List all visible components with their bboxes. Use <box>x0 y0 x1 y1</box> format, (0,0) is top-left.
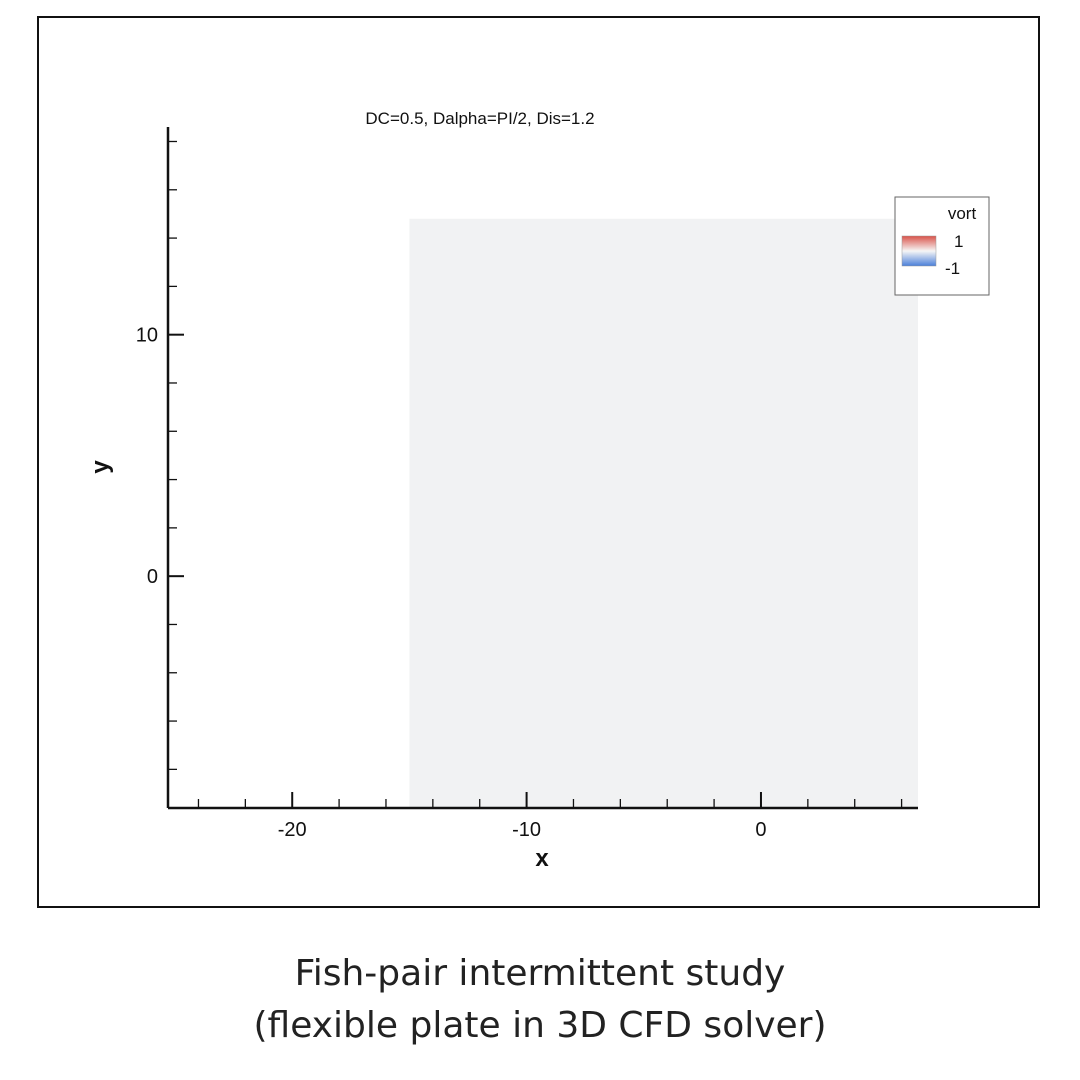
caption-line-1: Fish-pair intermittent study <box>294 953 786 994</box>
vorticity-field-region <box>409 218 918 808</box>
y-tick-label: 0 <box>147 566 158 588</box>
legend-color-swatch <box>901 235 937 267</box>
figure-frame <box>37 16 1040 908</box>
y-tick-label: 10 <box>136 325 158 347</box>
chart-title: DC=0.5, Dalpha=PI/2, Dis=1.2 <box>365 109 594 128</box>
x-tick-label: -10 <box>512 819 541 841</box>
x-tick-label: -20 <box>278 819 307 841</box>
y-minor-ticks <box>168 140 177 771</box>
y-major-ticks: 0 10 <box>136 325 184 588</box>
caption-line-2: (flexible plate in 3D CFD solver) <box>253 1005 827 1046</box>
y-axis-title: y <box>87 460 114 474</box>
x-axis-title: x <box>535 845 549 872</box>
figure-caption: Fish-pair intermittent study (flexible p… <box>0 948 1080 1052</box>
x-minor-ticks <box>197 799 903 808</box>
legend-max-label: 1 <box>954 232 963 251</box>
legend-title: vort <box>948 204 977 223</box>
vorticity-plot: -20 -10 0 0 10 x y DC=0.5, Dalpha=PI/2, Dis… <box>87 109 990 872</box>
legend: vort 1 -1 <box>894 196 990 296</box>
legend-min-label: -1 <box>945 259 960 278</box>
x-major-ticks: -20 -10 0 <box>278 792 767 841</box>
x-tick-label: 0 <box>755 819 766 841</box>
